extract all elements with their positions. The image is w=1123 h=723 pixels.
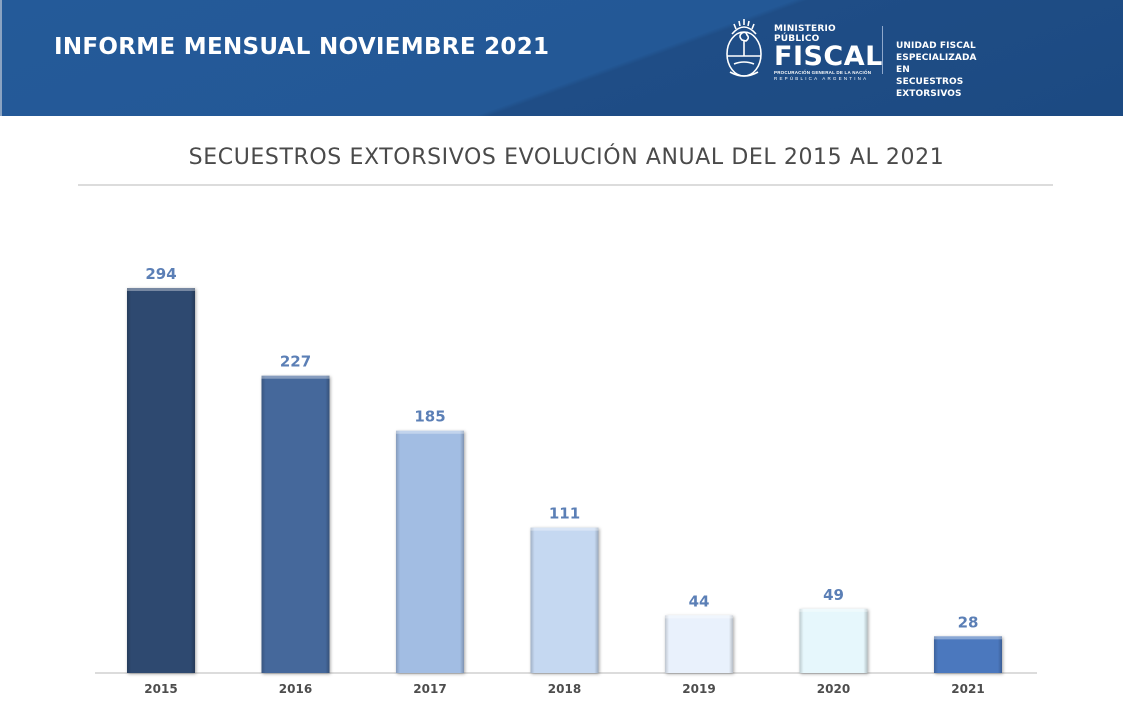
- logo-line-2: FISCAL: [774, 41, 883, 72]
- argentina-coat-of-arms-icon: [726, 19, 762, 77]
- data-label-2018: 111: [549, 505, 580, 523]
- unit-line-1: UNIDAD FISCAL ESPECIALIZADA: [896, 41, 977, 63]
- data-label-2021: 28: [958, 613, 979, 631]
- bar-bevel-2015: [127, 288, 195, 673]
- bar-bevel-2016: [261, 375, 330, 673]
- logo-line-3: PROCURACIÓN GENERAL DE LA NACIÓN: [774, 70, 872, 75]
- data-label-2015: 294: [145, 265, 176, 283]
- bar-bevel-2018: [530, 527, 599, 673]
- bar-highlight-2020: [799, 608, 868, 612]
- x-tick-2019: 2019: [682, 682, 715, 696]
- bar-highlight-2021: [934, 636, 1002, 640]
- x-tick-2018: 2018: [548, 682, 581, 696]
- bar-bevel-2020: [799, 608, 868, 673]
- x-tick-2021: 2021: [951, 682, 984, 696]
- logo-line-1: MINISTERIO PÚBLICO: [774, 24, 836, 44]
- x-tick-2016: 2016: [279, 682, 312, 696]
- x-tick-2015: 2015: [144, 682, 177, 696]
- bar-highlight-2018: [530, 527, 599, 531]
- chart-title: SECUESTROS EXTORSIVOS EVOLUCIÓN ANUAL DE…: [188, 145, 945, 170]
- bar-bevel-2019: [665, 615, 733, 673]
- unit-name: UNIDAD FISCAL ESPECIALIZADA EN SECUESTRO…: [896, 40, 977, 100]
- logo-line-4: REPÚBLICA ARGENTINA: [774, 76, 869, 81]
- x-tick-2017: 2017: [413, 682, 446, 696]
- logo-divider: [882, 26, 883, 74]
- header-banner: INFORME MENSUAL NOVIEMBRE 2021 MINISTERI…: [0, 0, 1123, 116]
- data-label-2020: 49: [823, 586, 844, 604]
- data-label-2019: 44: [689, 592, 710, 610]
- data-label-2017: 185: [414, 408, 445, 426]
- bar-highlight-2019: [665, 615, 733, 619]
- bar-highlight-2016: [261, 375, 330, 379]
- bar-highlight-2015: [127, 288, 195, 291]
- x-tick-2020: 2020: [817, 682, 850, 696]
- bar-bevel-2017: [396, 430, 464, 673]
- unit-line-2: EN SECUESTROS EXTORSIVOS: [896, 65, 964, 99]
- bar-bevel-2021: [934, 636, 1002, 673]
- report-title: INFORME MENSUAL NOVIEMBRE 2021: [54, 34, 550, 60]
- title-divider: [78, 184, 1053, 186]
- data-label-2016: 227: [280, 353, 311, 371]
- bar-highlight-2017: [396, 430, 464, 434]
